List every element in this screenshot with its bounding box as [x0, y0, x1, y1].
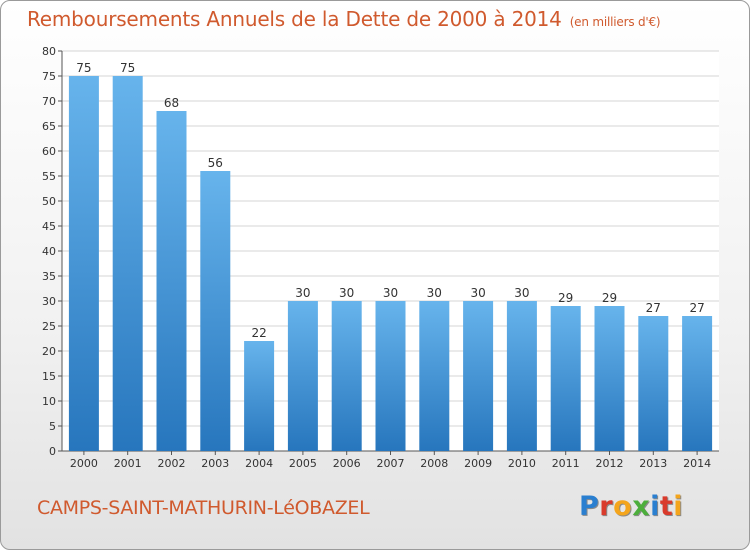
y-tick-label: 75 — [42, 70, 56, 83]
y-tick-label: 50 — [42, 195, 56, 208]
logo-letter: x — [632, 491, 651, 522]
x-tick-label: 2006 — [333, 457, 361, 470]
x-tick-label: 2014 — [683, 457, 711, 470]
data-label: 75 — [76, 61, 91, 75]
data-label: 29 — [558, 291, 573, 305]
bar — [68, 76, 99, 451]
data-label: 30 — [339, 286, 354, 300]
y-tick-label: 70 — [42, 95, 56, 108]
bar — [419, 301, 450, 451]
chart-title-text: Remboursements Annuels de la Dette de 20… — [27, 7, 562, 31]
data-label: 29 — [602, 291, 617, 305]
x-tick-label: 2002 — [158, 457, 186, 470]
y-tick-label: 45 — [42, 220, 56, 233]
data-label: 56 — [208, 156, 223, 170]
y-tick-label: 35 — [42, 270, 56, 283]
logo-letter: i — [650, 491, 660, 522]
logo-letter: r — [599, 491, 614, 522]
data-label: 30 — [514, 286, 529, 300]
bar — [682, 316, 713, 451]
y-tick-label: 15 — [42, 370, 56, 383]
bar — [200, 171, 231, 451]
y-tick-label: 80 — [42, 45, 56, 58]
commune-name: CAMPS-SAINT-MATHURIN-LéOBAZEL — [37, 497, 370, 519]
y-tick-label: 60 — [42, 145, 56, 158]
x-tick-label: 2012 — [596, 457, 624, 470]
y-tick-label: 55 — [42, 170, 56, 183]
x-tick-label: 2009 — [464, 457, 492, 470]
data-label: 27 — [689, 301, 704, 315]
data-label: 75 — [120, 61, 135, 75]
proxiti-logo: Proxiti — [579, 491, 683, 522]
data-label: 27 — [646, 301, 661, 315]
x-tick-label: 2008 — [420, 457, 448, 470]
x-tick-label: 2013 — [639, 457, 667, 470]
chart-title-unit: (en milliers d'€) — [569, 15, 661, 29]
bar — [506, 301, 537, 451]
x-tick-label: 2007 — [377, 457, 405, 470]
data-label: 30 — [427, 286, 442, 300]
y-tick-label: 65 — [42, 120, 56, 133]
y-tick-label: 10 — [42, 395, 56, 408]
y-tick-label: 30 — [42, 295, 56, 308]
bar — [331, 301, 362, 451]
bar — [244, 341, 275, 451]
x-tick-label: 2000 — [70, 457, 98, 470]
x-tick-label: 2011 — [552, 457, 580, 470]
logo-letter: t — [659, 491, 674, 522]
x-tick-label: 2001 — [114, 457, 142, 470]
data-label: 30 — [470, 286, 485, 300]
bar — [375, 301, 406, 451]
bar — [156, 111, 187, 451]
logo-letter: o — [613, 491, 633, 522]
bar — [463, 301, 494, 451]
chart-title: Remboursements Annuels de la Dette de 20… — [27, 7, 661, 31]
bar — [287, 301, 318, 451]
bar — [112, 76, 143, 451]
data-label: 68 — [164, 96, 179, 110]
x-tick-label: 2005 — [289, 457, 317, 470]
y-tick-label: 25 — [42, 320, 56, 333]
x-tick-label: 2004 — [245, 457, 273, 470]
bar — [594, 306, 625, 451]
data-label: 22 — [251, 326, 266, 340]
data-label: 30 — [383, 286, 398, 300]
logo-letter: i — [673, 491, 684, 522]
data-label: 30 — [295, 286, 310, 300]
y-tick-label: 20 — [42, 345, 56, 358]
y-tick-label: 40 — [42, 245, 56, 258]
logo-letter: P — [579, 491, 600, 522]
x-tick-label: 2010 — [508, 457, 536, 470]
y-tick-label: 5 — [49, 420, 56, 433]
bar — [550, 306, 581, 451]
bar — [638, 316, 669, 451]
y-tick-label: 0 — [49, 445, 56, 458]
x-tick-label: 2003 — [201, 457, 229, 470]
